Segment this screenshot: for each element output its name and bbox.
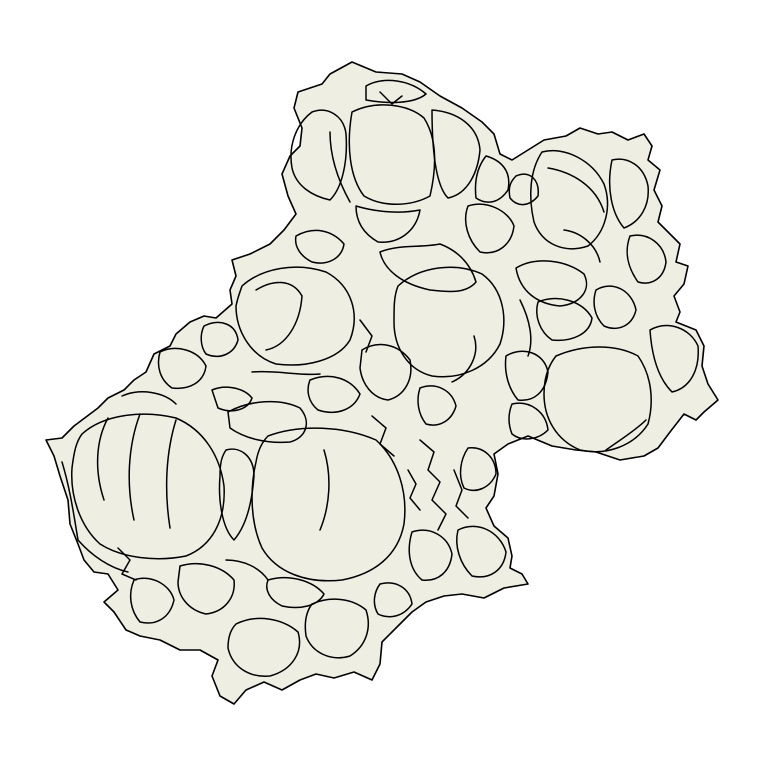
tissue-region-outline [46,62,718,704]
